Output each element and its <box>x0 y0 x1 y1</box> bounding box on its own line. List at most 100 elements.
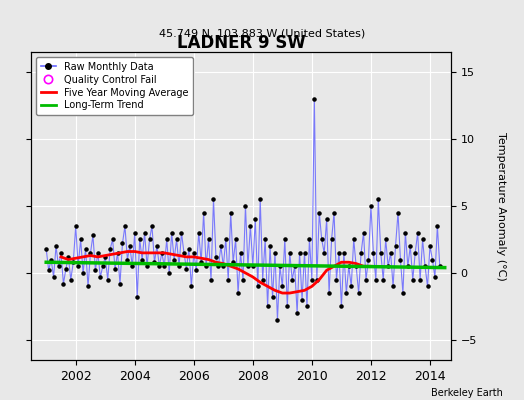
Point <box>86 250 95 256</box>
Point <box>212 254 220 260</box>
Point <box>300 250 309 256</box>
Point <box>162 236 171 243</box>
Point <box>264 303 272 310</box>
Point <box>399 290 407 296</box>
Point <box>123 256 132 263</box>
Point <box>158 250 166 256</box>
Point <box>152 243 161 249</box>
Point <box>372 276 380 283</box>
Point <box>354 290 363 296</box>
Point <box>308 276 316 283</box>
Point <box>197 259 205 266</box>
Point <box>409 276 417 283</box>
Point <box>416 276 424 283</box>
Point <box>357 250 365 256</box>
Title: LADNER 9 SW: LADNER 9 SW <box>177 34 305 52</box>
Point <box>136 236 144 243</box>
Point <box>258 276 267 283</box>
Point <box>403 263 412 270</box>
Text: 45.749 N, 103.883 W (United States): 45.749 N, 103.883 W (United States) <box>159 28 365 38</box>
Point <box>330 210 338 216</box>
Point <box>111 266 119 272</box>
Point <box>104 276 112 283</box>
Point <box>52 243 60 249</box>
Point <box>286 250 294 256</box>
Point <box>160 263 169 270</box>
Point <box>84 283 92 290</box>
Point <box>143 263 151 270</box>
Point <box>222 236 230 243</box>
Point <box>108 236 117 243</box>
Point <box>234 290 242 296</box>
Point <box>364 256 373 263</box>
Point <box>328 236 336 243</box>
Point <box>254 283 262 290</box>
Point <box>283 303 291 310</box>
Point <box>128 263 137 270</box>
Point <box>337 303 346 310</box>
Point <box>377 250 385 256</box>
Point <box>126 243 134 249</box>
Point <box>249 263 257 270</box>
Point <box>241 203 249 209</box>
Point <box>89 232 97 239</box>
Point <box>296 250 304 256</box>
Point <box>266 243 274 249</box>
Point <box>236 250 245 256</box>
Point <box>130 230 139 236</box>
Point <box>72 223 80 229</box>
Point <box>335 250 343 256</box>
Point <box>386 250 395 256</box>
Point <box>418 236 427 243</box>
Point <box>369 250 378 256</box>
Point <box>315 210 323 216</box>
Point <box>273 317 281 323</box>
Point <box>67 276 75 283</box>
Point <box>232 236 240 243</box>
Point <box>290 263 299 270</box>
Point <box>322 216 331 222</box>
Point <box>303 303 311 310</box>
Point <box>305 236 314 243</box>
Point <box>426 243 434 249</box>
Point <box>77 236 85 243</box>
Point <box>180 250 188 256</box>
Point <box>239 276 247 283</box>
Point <box>91 267 100 274</box>
Point <box>217 243 225 249</box>
Point <box>99 263 107 270</box>
Point <box>106 246 114 252</box>
Point <box>423 283 432 290</box>
Point <box>428 256 436 263</box>
Point <box>194 230 203 236</box>
Point <box>140 230 149 236</box>
Point <box>62 266 70 272</box>
Point <box>224 276 233 283</box>
Point <box>293 310 301 316</box>
Point <box>381 236 390 243</box>
Point <box>384 263 392 270</box>
Point <box>47 256 56 263</box>
Y-axis label: Temperature Anomaly (°C): Temperature Anomaly (°C) <box>496 132 506 280</box>
Point <box>184 246 193 252</box>
Point <box>411 250 419 256</box>
Point <box>168 230 176 236</box>
Point <box>155 263 163 270</box>
Point <box>318 236 326 243</box>
Point <box>96 274 104 280</box>
Point <box>276 263 284 270</box>
Point <box>379 276 387 283</box>
Point <box>145 236 154 243</box>
Point <box>340 250 348 256</box>
Point <box>391 243 400 249</box>
Point <box>431 274 439 280</box>
Point <box>332 276 341 283</box>
Text: Berkeley Earth: Berkeley Earth <box>431 388 503 398</box>
Point <box>374 196 383 202</box>
Point <box>435 263 444 270</box>
Point <box>401 230 410 236</box>
Point <box>226 210 235 216</box>
Point <box>204 236 213 243</box>
Point <box>288 276 297 283</box>
Point <box>45 267 53 274</box>
